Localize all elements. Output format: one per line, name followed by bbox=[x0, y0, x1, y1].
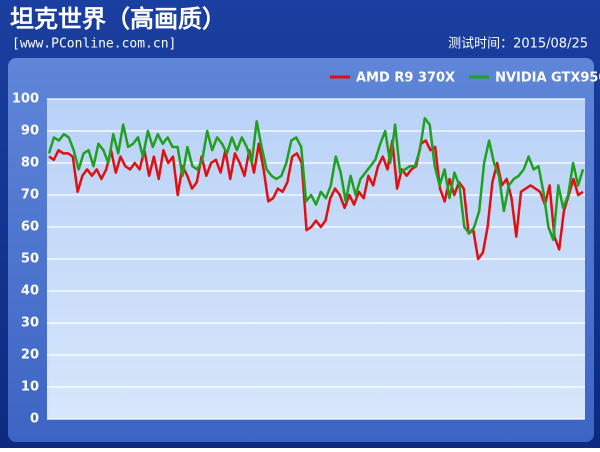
y-tick-label: 40 bbox=[21, 284, 39, 299]
y-tick-label: 0 bbox=[30, 412, 39, 427]
y-tick-label: 60 bbox=[21, 220, 39, 235]
y-tick-label: 100 bbox=[12, 92, 39, 107]
date-note: 测试时间：2015/08/25 bbox=[448, 37, 588, 52]
y-tick-label: 30 bbox=[21, 316, 39, 331]
series-line bbox=[47, 116, 585, 242]
plot: 0 10 20 30 40 50 60 70 80 90 100 AMD R9 370X NVIDIA … bbox=[12, 71, 600, 427]
chart-title: 坦克世界（高画质） bbox=[10, 5, 226, 33]
y-tick-label: 80 bbox=[21, 156, 39, 171]
legend-label: AMD R9 370X bbox=[356, 71, 455, 86]
legend-label: NVIDIA GTX950 bbox=[495, 71, 600, 86]
y-tick-label: 90 bbox=[21, 124, 39, 139]
y-tick-label: 20 bbox=[21, 348, 39, 363]
y-tick-label: 70 bbox=[21, 188, 39, 203]
series-line bbox=[48, 139, 584, 261]
y-tick-label: 10 bbox=[21, 380, 39, 395]
subtitle: [www.PConline.com.cn] bbox=[12, 37, 176, 52]
y-tick-label: 50 bbox=[21, 252, 39, 267]
